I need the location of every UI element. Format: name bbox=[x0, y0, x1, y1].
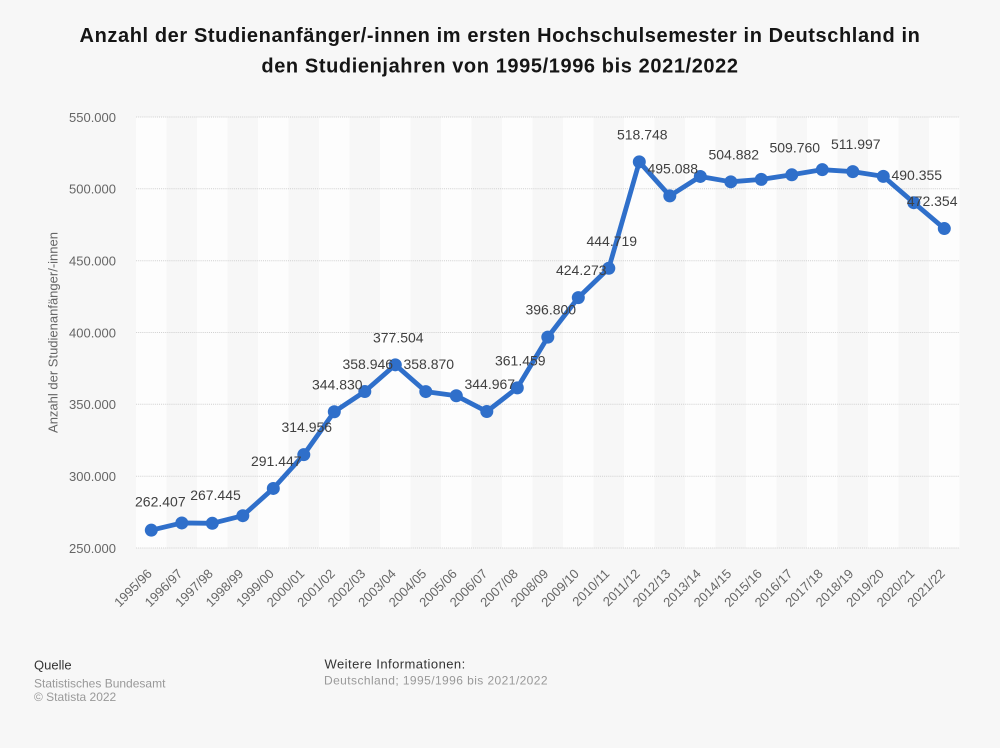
svg-text:© Statista 2022: © Statista 2022 bbox=[34, 690, 117, 704]
svg-text:262.407: 262.407 bbox=[135, 494, 186, 510]
svg-text:358.870: 358.870 bbox=[403, 356, 454, 372]
svg-text:518.748: 518.748 bbox=[617, 126, 668, 142]
svg-text:361.459: 361.459 bbox=[495, 352, 546, 368]
svg-text:Anzahl der Studienanfänger/-in: Anzahl der Studienanfänger/-innen im ers… bbox=[80, 25, 921, 47]
svg-text:490.355: 490.355 bbox=[891, 167, 942, 183]
svg-text:424.273: 424.273 bbox=[556, 262, 607, 278]
svg-text:Quelle: Quelle bbox=[34, 658, 72, 673]
svg-text:358.946: 358.946 bbox=[342, 356, 393, 372]
svg-text:291.447: 291.447 bbox=[251, 453, 302, 469]
svg-text:350.000: 350.000 bbox=[69, 397, 116, 412]
svg-text:444.719: 444.719 bbox=[586, 233, 637, 249]
svg-text:den Studienjahren von 1995/199: den Studienjahren von 1995/1996 bis 2021… bbox=[261, 55, 738, 77]
svg-text:377.504: 377.504 bbox=[373, 329, 424, 345]
svg-text:300.000: 300.000 bbox=[69, 469, 116, 484]
svg-text:550.000: 550.000 bbox=[69, 110, 116, 125]
svg-text:450.000: 450.000 bbox=[69, 254, 116, 269]
svg-text:396.800: 396.800 bbox=[525, 302, 576, 318]
svg-text:495.088: 495.088 bbox=[647, 160, 698, 176]
svg-text:267.445: 267.445 bbox=[190, 487, 241, 503]
svg-text:314.956: 314.956 bbox=[281, 419, 332, 435]
svg-text:Anzahl der Studienanfänger/-in: Anzahl der Studienanfänger/-innen bbox=[46, 232, 61, 433]
svg-text:344.967: 344.967 bbox=[464, 376, 515, 392]
svg-text:Deutschland; 1995/1996 bis 202: Deutschland; 1995/1996 bis 2021/2022 bbox=[324, 674, 548, 688]
svg-text:504.882: 504.882 bbox=[708, 146, 759, 162]
svg-text:Statistisches Bundesamt: Statistisches Bundesamt bbox=[34, 677, 166, 691]
svg-text:472.354: 472.354 bbox=[907, 193, 958, 209]
svg-text:509.760: 509.760 bbox=[769, 139, 820, 155]
svg-text:511.997: 511.997 bbox=[831, 136, 881, 152]
svg-text:Weitere Informationen:: Weitere Informationen: bbox=[325, 657, 466, 672]
svg-text:500.000: 500.000 bbox=[69, 182, 116, 197]
svg-text:344.830: 344.830 bbox=[312, 376, 363, 392]
svg-text:250.000: 250.000 bbox=[69, 541, 116, 556]
svg-text:400.000: 400.000 bbox=[69, 325, 116, 340]
